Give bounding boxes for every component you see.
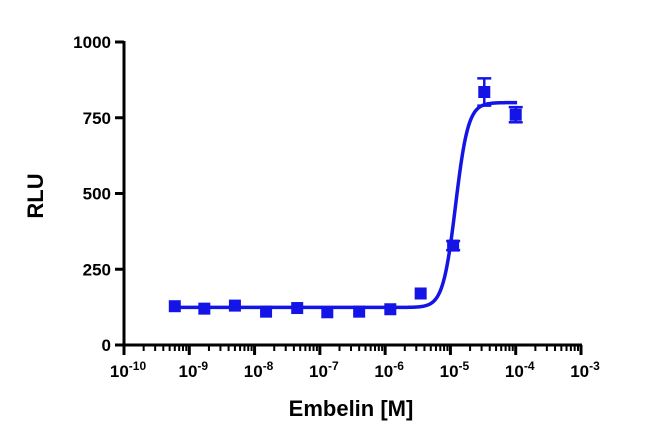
x-tick-label: 10-8 [244,359,274,381]
y-tick-label: 1000 [73,33,111,52]
fit-curve [169,100,518,310]
data-point [260,305,273,318]
x-tick-label: 10-6 [374,359,404,381]
y-tick-label: 500 [83,185,111,204]
axes: 0 250 500 750 1000 10-10 10-9 10-8 10-7 10-6 10-5… [73,33,600,381]
x-tick-label: 10-5 [440,359,470,381]
y-axis-ticks: 0 250 500 750 1000 [73,33,124,355]
data-point [414,287,427,300]
y-axis-title: RLU [23,173,48,218]
data-point [321,306,334,319]
data-point [198,302,211,315]
x-tick-label: 10-9 [178,359,208,381]
plot-area [168,77,523,319]
y-tick-label: 0 [102,336,111,355]
y-tick-label: 750 [83,109,111,128]
data-points [168,77,523,319]
data-point [478,85,491,98]
x-axis-title: Embelin [M] [289,396,414,421]
data-point [228,299,241,312]
data-point [168,300,181,313]
x-tick-label: 10-10 [110,359,147,381]
data-point [291,302,304,315]
data-point [447,239,460,252]
x-tick-label: 10-3 [570,359,600,381]
y-tick-label: 250 [83,260,111,279]
x-tick-label: 10-4 [505,359,535,381]
x-tick-label: 10-7 [309,359,339,381]
data-point [353,305,366,318]
data-point [384,303,397,316]
x-axis-ticks: 10-10 10-9 10-8 10-7 10-6 10-5 10-4 10-3 [110,345,600,381]
data-point [509,108,522,121]
